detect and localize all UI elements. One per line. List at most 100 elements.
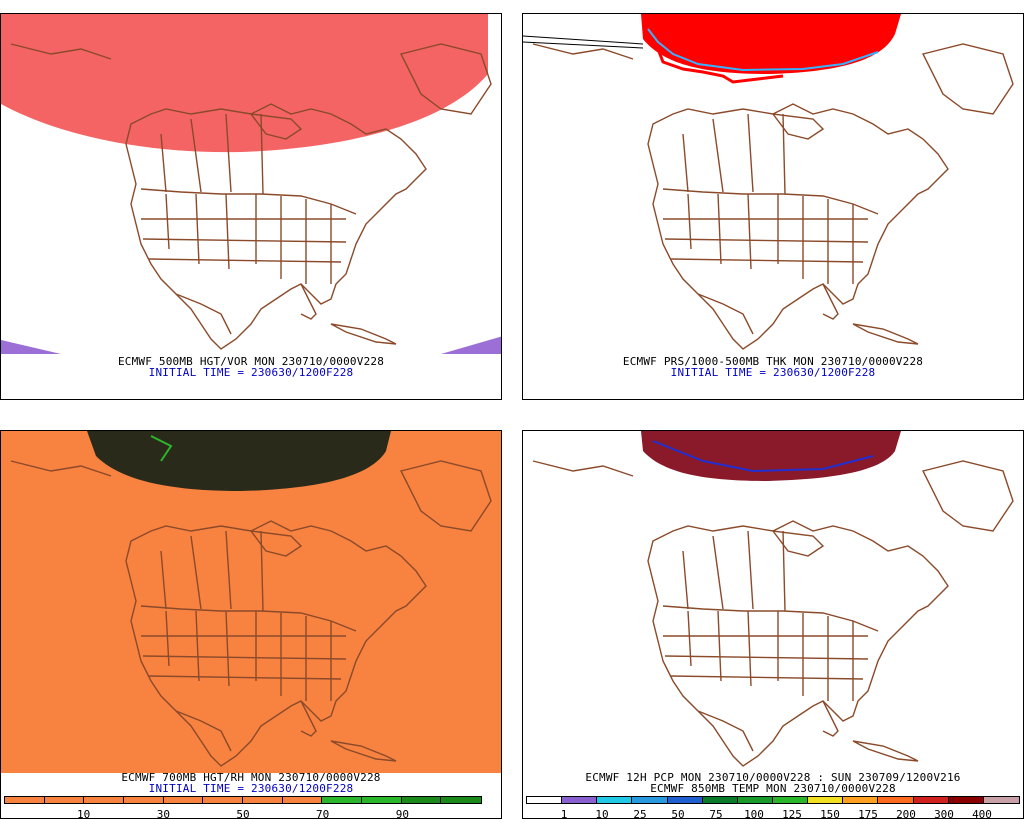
colorbar-segment	[843, 797, 879, 803]
colorbar-tick-label: 10	[595, 808, 609, 819]
political-border	[682, 530, 786, 612]
colorbar-tick-label: 50	[236, 808, 250, 819]
political-border	[10, 43, 112, 60]
political-border	[399, 460, 492, 532]
political-border	[160, 113, 264, 195]
political-border	[160, 530, 264, 612]
political-border	[399, 43, 492, 115]
political-border	[330, 323, 397, 345]
north-america-map	[532, 460, 1014, 767]
north-america-map	[10, 43, 492, 350]
political-border	[921, 43, 1014, 115]
panel-subtitle: INITIAL TIME = 230630/1200F228	[148, 366, 354, 379]
political-border	[330, 740, 397, 762]
map-500mb	[1, 14, 501, 354]
political-border	[140, 188, 357, 215]
colorbar-segment	[772, 797, 809, 803]
thickness-field	[641, 14, 901, 74]
colorbar-tick-label: 200	[896, 808, 916, 819]
pressure-contour	[647, 28, 879, 72]
political-border	[10, 460, 112, 477]
political-border	[697, 710, 754, 752]
colorbar-tick-label: 100	[744, 808, 764, 819]
colorbar-segment	[5, 797, 45, 803]
colorbar-segment	[597, 797, 633, 803]
political-border	[687, 610, 854, 701]
colorbar-segment	[401, 797, 442, 803]
political-border	[921, 460, 1014, 532]
political-border	[662, 188, 879, 215]
political-border	[300, 283, 317, 320]
colorbar-segment	[808, 797, 844, 803]
panel-subtitle: INITIAL TIME = 230630/1200F228	[670, 366, 876, 379]
political-border	[175, 293, 232, 335]
political-border	[852, 323, 919, 345]
panel-500mb-hgt-vor: ECMWF 500MB HGT/VOR MON 230710/0000V228 …	[0, 13, 502, 400]
political-border	[532, 460, 634, 477]
colorbar-segment	[203, 797, 243, 803]
thickness-contour	[646, 33, 784, 84]
panel-title: ECMWF PRS/1000-500MB THK MON 230710/0000…	[622, 355, 924, 368]
political-border	[663, 635, 869, 680]
rh-contour	[150, 435, 173, 462]
coastline	[647, 103, 949, 350]
rh-colorbar-labels: 10 30 50 70 90	[4, 808, 482, 819]
panel-title: ECMWF 700MB HGT/RH MON 230710/0000V228	[121, 771, 381, 784]
colorbar-segment	[632, 797, 668, 803]
colorbar-tick-label: 25	[633, 808, 647, 819]
colorbar-tick-label: 175	[858, 808, 878, 819]
colorbar-tick-label: 1	[560, 808, 568, 819]
political-border	[771, 113, 825, 140]
coastline	[125, 103, 427, 350]
panel-700mb-rh: ECMWF 700MB HGT/RH MON 230710/0000V228 I…	[0, 430, 502, 819]
political-border	[532, 43, 634, 60]
colorbar-segment	[737, 797, 773, 803]
se-corner-field	[441, 336, 501, 354]
colorbar-segment	[702, 797, 738, 803]
political-border	[852, 740, 919, 762]
map-thickness	[523, 14, 1014, 350]
political-border	[771, 530, 825, 557]
north-america-map	[532, 43, 1014, 350]
political-border	[165, 610, 332, 701]
panel-title: ECMWF 12H PCP MON 230710/0000V228 : SUN …	[585, 771, 961, 784]
colorbar-segment	[527, 797, 563, 803]
political-border	[682, 113, 786, 195]
colorbar-segment	[123, 797, 164, 803]
political-border	[175, 710, 232, 752]
colorbar-tick-label: 10	[77, 808, 91, 819]
colorbar-tick-label: 150	[820, 808, 840, 819]
colorbar-segment	[361, 797, 402, 803]
colorbar-segment	[44, 797, 85, 803]
north-america-map	[10, 460, 492, 767]
political-border	[249, 530, 303, 557]
colorbar-segment	[84, 797, 124, 803]
precip-colorbar	[526, 796, 1020, 804]
colorbar-tick-label: 75	[709, 808, 723, 819]
panel-title: ECMWF 500MB HGT/VOR MON 230710/0000V228	[117, 355, 385, 368]
colorbar-tick-label: 300	[934, 808, 954, 819]
coastline	[125, 520, 427, 767]
colorbar-segment	[878, 797, 914, 803]
contour-lines	[523, 35, 644, 49]
colorbar-segment	[913, 797, 949, 803]
panel-thickness: ECMWF PRS/1000-500MB THK MON 230710/0000…	[522, 13, 1024, 400]
political-border	[822, 283, 839, 320]
map-700mb	[1, 431, 501, 773]
political-border	[697, 293, 754, 335]
height-contours-dense	[87, 431, 391, 491]
colorbar-segment	[441, 797, 481, 803]
political-border	[822, 700, 839, 737]
rh-colorbar	[4, 796, 482, 804]
panel-subtitle: ECMWF 850MB TEMP MON 230710/0000V228	[650, 782, 896, 795]
panel-precip-temp: ECMWF 12H PCP MON 230710/0000V228 : SUN …	[522, 430, 1024, 819]
map-precip	[532, 431, 1014, 767]
temp-contour	[652, 440, 874, 473]
colorbar-segment	[948, 797, 984, 803]
political-border	[249, 113, 303, 140]
colorbar-segment	[562, 797, 598, 803]
colorbar-tick-label: 400	[972, 808, 992, 819]
coastline	[647, 520, 949, 767]
colorbar-tick-label: 125	[782, 808, 802, 819]
colorbar-tick-label: 90	[395, 808, 409, 819]
